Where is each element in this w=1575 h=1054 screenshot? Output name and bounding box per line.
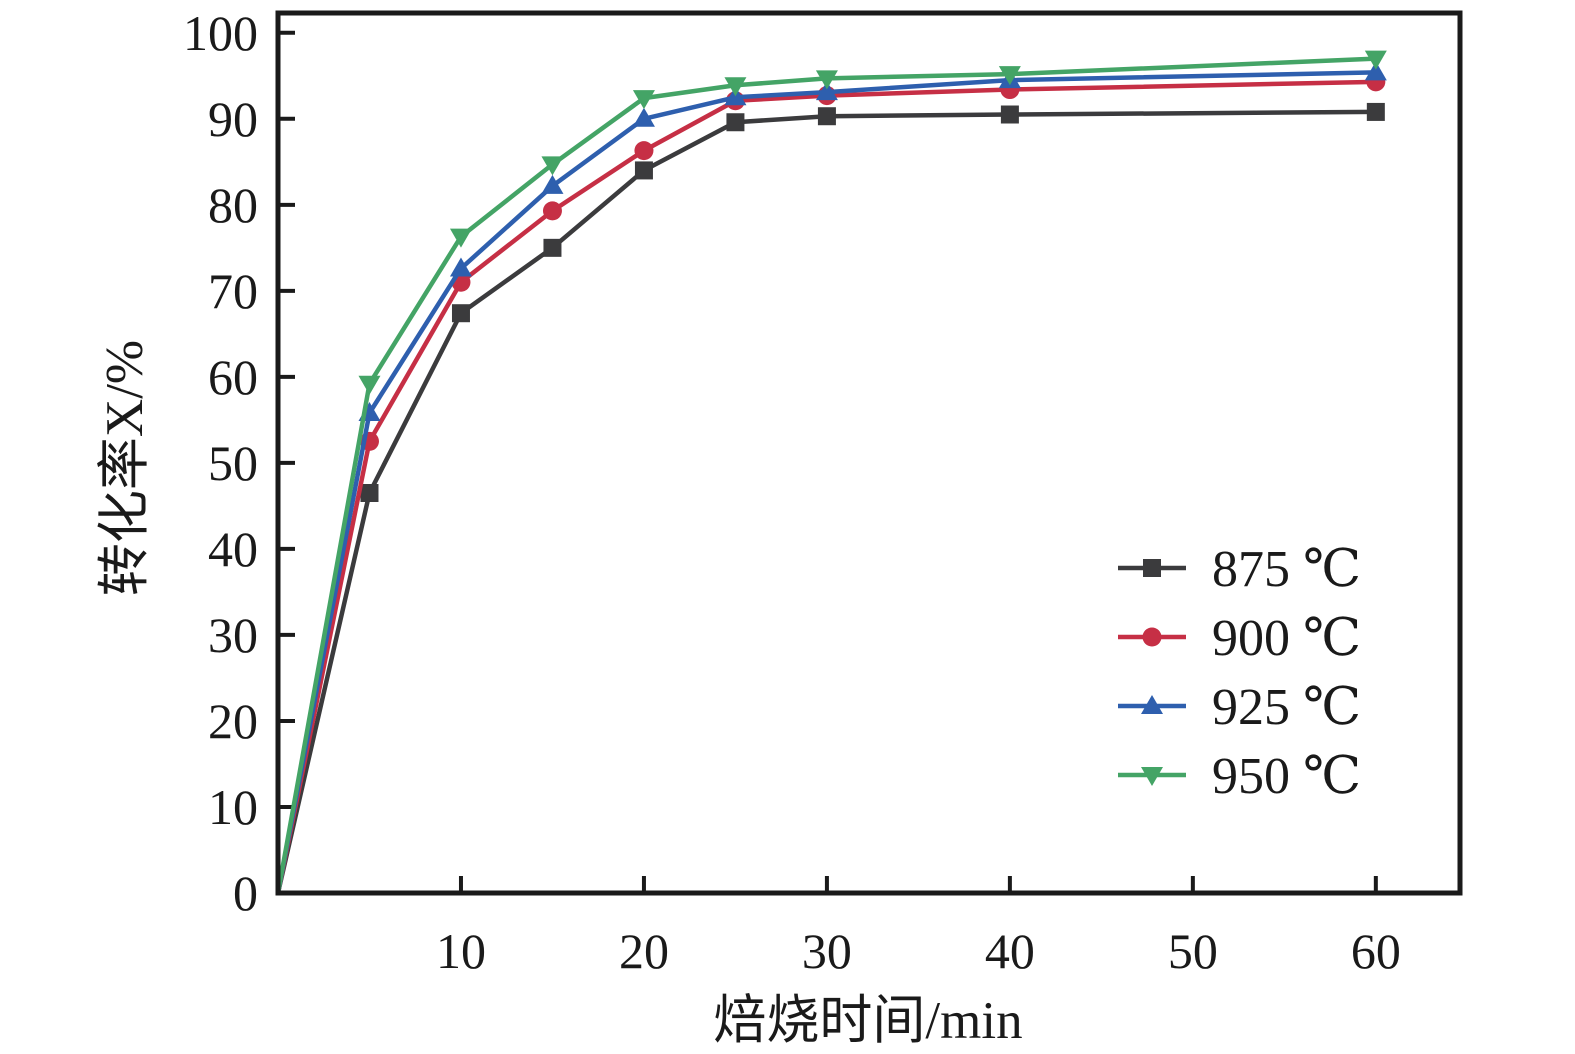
square-icon [634, 161, 653, 180]
square-icon [543, 238, 562, 257]
triangle-down-icon [632, 90, 655, 110]
legend-label: 950 ℃ [1212, 748, 1361, 805]
triangle-down-icon [1141, 767, 1163, 786]
y-tick-label: 80 [208, 177, 258, 233]
circle-icon [1142, 627, 1162, 647]
square-icon [817, 107, 836, 126]
square-icon [1366, 102, 1385, 121]
legend-label: 875 ℃ [1212, 541, 1361, 598]
x-tick-label: 40 [985, 923, 1035, 979]
triangle-up-icon [1141, 695, 1163, 714]
plot-layer: 10 20 30 40 50 60 0 10 20 30 40 50 60 70 80 90 100 875 ℃ 9… [183, 5, 1401, 979]
circle-icon [542, 201, 562, 221]
legend-label: 900 ℃ [1212, 610, 1361, 667]
x-tick-label: 50 [1168, 923, 1218, 979]
y-tick-label: 10 [208, 779, 258, 835]
y-tick-label: 20 [208, 693, 258, 749]
x-tick-label: 60 [1351, 923, 1401, 979]
x-tick-label: 20 [619, 923, 669, 979]
square-icon [1000, 105, 1019, 124]
legend-item-875c: 875 ℃ [1118, 541, 1361, 598]
y-tick-label: 0 [233, 865, 258, 921]
circle-icon [634, 141, 654, 161]
y-tick-label: 70 [208, 263, 258, 319]
legend-item-950c: 950 ℃ [1118, 748, 1361, 805]
square-icon [360, 484, 379, 502]
plot-border [275, 10, 1463, 896]
square-icon [1143, 559, 1161, 577]
y-tick-label: 60 [208, 349, 258, 405]
triangle-down-icon [815, 70, 838, 90]
triangle-down-icon [1364, 50, 1387, 70]
triangle-down-icon [724, 77, 747, 97]
y-tick-label: 50 [208, 435, 258, 491]
triangle-down-icon [358, 375, 381, 395]
triangle-up-icon [815, 81, 838, 101]
legend-label: 925 ℃ [1212, 679, 1361, 736]
series-875c [275, 102, 1385, 894]
square-icon [726, 113, 745, 132]
series-950c [275, 50, 1387, 894]
y-tick-label: 90 [208, 91, 258, 147]
triangle-down-icon [998, 66, 1021, 86]
x-axis-title: 焙烧时间/min [713, 992, 1022, 1050]
legend-item-925c: 925 ℃ [1118, 679, 1361, 736]
series-925c [275, 61, 1387, 894]
x-tick-label: 10 [436, 923, 486, 979]
y-tick-label: 100 [183, 5, 258, 61]
x-tick-label: 30 [802, 923, 852, 979]
legend-item-900c: 900 ℃ [1118, 610, 1361, 667]
y-axis-title: 转化率X/% [96, 340, 154, 596]
triangle-up-icon [449, 257, 472, 277]
square-icon [451, 304, 470, 323]
y-tick-label: 40 [208, 521, 258, 577]
y-tick-label: 30 [208, 607, 258, 663]
triangle-up-icon [541, 174, 564, 194]
triangle-up-icon [632, 107, 655, 127]
triangle-up-icon [1364, 61, 1387, 81]
triangle-down-icon [541, 156, 564, 176]
triangle-down-icon [449, 228, 472, 248]
